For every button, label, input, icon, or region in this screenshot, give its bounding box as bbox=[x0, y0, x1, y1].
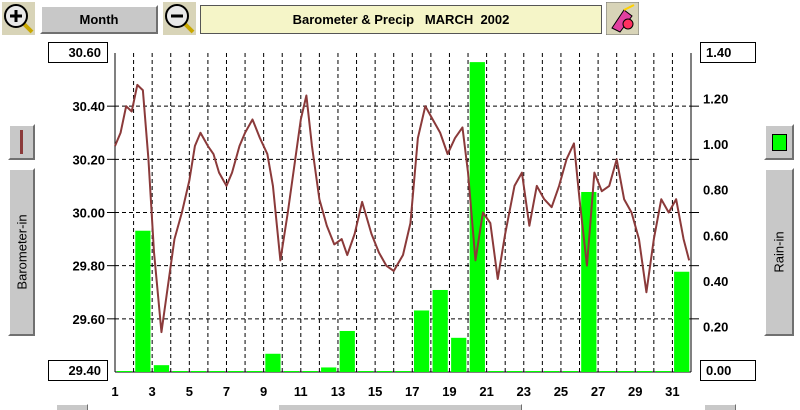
rain-bar bbox=[432, 289, 448, 372]
rain-bar bbox=[413, 310, 430, 372]
rain-bar bbox=[655, 371, 671, 372]
rain-bar bbox=[618, 371, 634, 372]
x-axis-tick-label: 1 bbox=[111, 384, 118, 399]
rain-bar bbox=[283, 371, 300, 372]
rain-bar bbox=[674, 271, 690, 372]
rain-axis-label-button[interactable]: Rain-in bbox=[764, 168, 794, 336]
rain-bar bbox=[358, 371, 374, 372]
barometer-series-line bbox=[114, 83, 691, 334]
barometer-line-swatch bbox=[20, 130, 23, 154]
rain-bar bbox=[376, 371, 393, 372]
rain-bar bbox=[562, 371, 578, 372]
right-axis-tick-label: 0.80 bbox=[703, 183, 728, 198]
left-axis-tick-label: 30.40 bbox=[72, 99, 105, 114]
rain-bar bbox=[228, 371, 244, 372]
rain-bar bbox=[525, 371, 541, 372]
x-axis-tick-label: 5 bbox=[186, 384, 193, 399]
rain-bar bbox=[599, 371, 616, 372]
right-axis-tick-label: 0.20 bbox=[703, 319, 728, 334]
left-axis-tick-label: 30.20 bbox=[72, 152, 105, 167]
rain-bar bbox=[302, 371, 318, 372]
chart-title-text: Barometer & Precip MARCH 2002 bbox=[292, 12, 510, 27]
rain-bar bbox=[488, 371, 504, 372]
barometer-color-swatch[interactable] bbox=[8, 124, 35, 160]
x-axis-tick-label: 7 bbox=[223, 384, 230, 399]
zoom-in-button[interactable] bbox=[2, 2, 35, 35]
rain-bar bbox=[190, 371, 207, 372]
x-axis-tick-label: 3 bbox=[149, 384, 156, 399]
left-axis-tick-label: 29.60 bbox=[72, 312, 105, 327]
x-axis-tick-label: 9 bbox=[260, 384, 267, 399]
x-axis-tick-label: 29 bbox=[628, 384, 642, 399]
rain-bar-swatch bbox=[771, 133, 787, 151]
magnifier-minus-icon bbox=[163, 2, 196, 35]
rain-bar bbox=[153, 365, 170, 372]
left-axis-top-value: 30.60 bbox=[48, 42, 108, 63]
x-axis-tick-label: 17 bbox=[405, 384, 419, 399]
right-axis-tick-label: 0.60 bbox=[703, 228, 728, 243]
rain-bar bbox=[209, 371, 225, 372]
rain-bar bbox=[395, 371, 411, 372]
period-selector-button[interactable]: Month bbox=[40, 5, 158, 34]
left-axis-tick-label: 29.80 bbox=[72, 259, 105, 274]
right-axis-top-value: 1.40 bbox=[700, 42, 756, 63]
rain-bar bbox=[246, 371, 262, 372]
x-axis-tick-label: 31 bbox=[665, 384, 679, 399]
rain-bar bbox=[265, 353, 281, 372]
rain-bar bbox=[636, 371, 653, 372]
horizontal-scrollbar[interactable] bbox=[278, 404, 522, 410]
rain-bar bbox=[581, 191, 597, 372]
right-axis-tick-label: 1.00 bbox=[703, 137, 728, 152]
x-axis-tick-label: 11 bbox=[294, 384, 308, 399]
x-axis-tick-label: 15 bbox=[368, 384, 382, 399]
right-axis-tick-label: 1.20 bbox=[703, 92, 728, 107]
x-axis-tick-label: 27 bbox=[591, 384, 605, 399]
magnifier-plus-icon bbox=[2, 2, 35, 35]
period-label: Month bbox=[79, 12, 119, 27]
rain-color-swatch[interactable] bbox=[764, 124, 794, 160]
rain-bar bbox=[339, 330, 355, 372]
rain-bar bbox=[506, 371, 523, 372]
x-axis-tick-label: 25 bbox=[554, 384, 568, 399]
left-axis-tick-label: 30.00 bbox=[72, 206, 105, 221]
x-axis-tick-label: 19 bbox=[442, 384, 456, 399]
rain-bar bbox=[451, 337, 467, 372]
rain-bar bbox=[135, 230, 151, 372]
rain-bar bbox=[469, 62, 485, 372]
x-axis-tick-label: 23 bbox=[517, 384, 531, 399]
right-axis-bottom-value: 0.00 bbox=[700, 360, 756, 381]
barometer-axis-label-button[interactable]: Barometer-in bbox=[8, 168, 35, 336]
rain-bar bbox=[116, 371, 132, 372]
zoom-out-button[interactable] bbox=[163, 2, 196, 35]
rain-bar bbox=[172, 371, 188, 372]
scroll-right-button[interactable] bbox=[704, 404, 736, 410]
x-axis-tick-label: 13 bbox=[331, 384, 345, 399]
rain-bar bbox=[544, 371, 560, 372]
right-axis-tick-label: 0.40 bbox=[703, 274, 728, 289]
left-axis-bottom-value: 29.40 bbox=[48, 360, 108, 381]
x-axis-tick-label: 21 bbox=[479, 384, 493, 399]
scroll-left-button[interactable] bbox=[56, 404, 88, 410]
chart-title: Barometer & Precip MARCH 2002 bbox=[200, 5, 602, 34]
rain-bar bbox=[321, 367, 337, 372]
